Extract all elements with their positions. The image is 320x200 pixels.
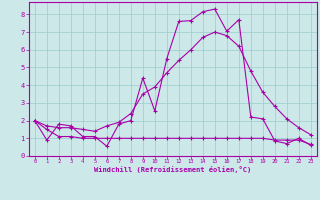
X-axis label: Windchill (Refroidissement éolien,°C): Windchill (Refroidissement éolien,°C): [94, 166, 252, 173]
